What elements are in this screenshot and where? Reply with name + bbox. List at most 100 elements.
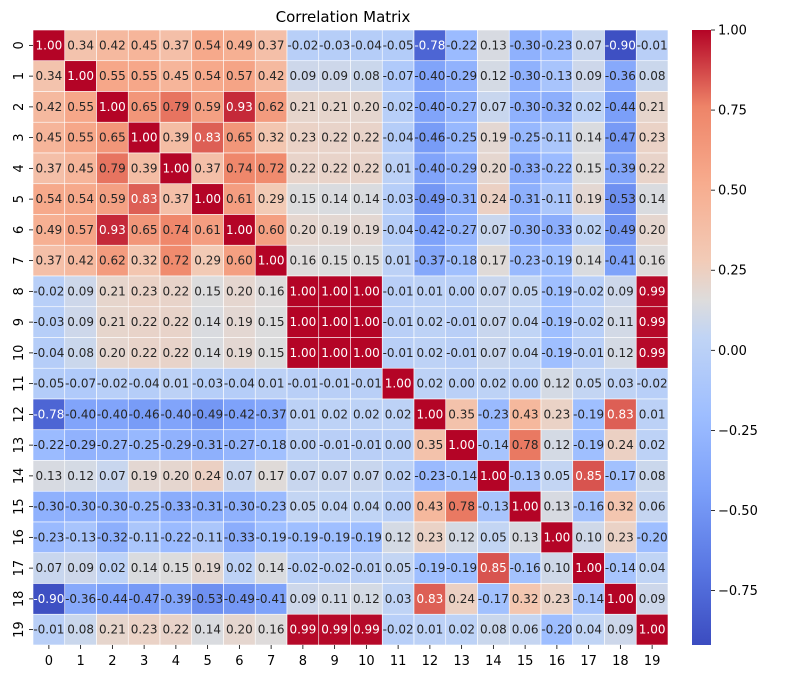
cell-value-label: 0.09 bbox=[67, 561, 94, 575]
cell-value-label: -0.29 bbox=[446, 69, 477, 83]
cell-value-label: 0.16 bbox=[258, 284, 285, 298]
heatmap-cell bbox=[635, 337, 669, 369]
cell-value-label: 0.55 bbox=[67, 131, 94, 145]
cell-value-label: 0.07 bbox=[353, 469, 380, 483]
cell-value-label: -0.27 bbox=[224, 438, 255, 452]
heatmap-cell bbox=[413, 521, 447, 554]
cell-value-label: 0.08 bbox=[67, 346, 94, 360]
cell-value-label: -0.53 bbox=[192, 592, 223, 606]
cell-value-label: 0.00 bbox=[290, 438, 317, 452]
cell-value-label: 0.65 bbox=[131, 223, 158, 237]
heatmap-cell bbox=[508, 275, 542, 308]
cell-value-label: -0.19 bbox=[541, 284, 572, 298]
heatmap-cell bbox=[96, 60, 129, 92]
cell-value-label: -0.17 bbox=[478, 592, 509, 606]
heatmap-cell bbox=[318, 29, 351, 62]
cell-value-label: 0.57 bbox=[67, 223, 94, 237]
cell-value-label: 0.74 bbox=[163, 223, 190, 237]
heatmap-cell bbox=[191, 91, 224, 123]
cell-value-label: 0.19 bbox=[321, 223, 348, 237]
heatmap-cell bbox=[635, 398, 669, 431]
heatmap-cell bbox=[635, 214, 669, 246]
cell-value-label: 0.54 bbox=[36, 192, 63, 206]
cell-value-label: 0.06 bbox=[639, 500, 666, 514]
heatmap-cell bbox=[635, 521, 669, 554]
heatmap-cell bbox=[64, 60, 97, 92]
cell-value-label: 1.00 bbox=[353, 315, 380, 329]
colorbar-ticks: 1.00 0.75 0.50 0.25 0.00 −0.25 −0.50 −0.75 bbox=[711, 24, 758, 599]
heatmap-cell bbox=[572, 460, 605, 492]
cell-value-label: -0.22 bbox=[160, 530, 191, 544]
cell-value-label: 0.05 bbox=[512, 284, 539, 298]
cell-value-label: 0.12 bbox=[544, 377, 571, 391]
cell-value-label: 0.15 bbox=[353, 254, 380, 268]
cell-value-label: -0.25 bbox=[129, 500, 160, 514]
heatmap-cell bbox=[286, 613, 320, 646]
cell-value-label: 0.01 bbox=[385, 254, 412, 268]
y-tick-label: 14 bbox=[12, 468, 27, 485]
heatmap-cell bbox=[96, 91, 129, 123]
cell-value-label: 0.15 bbox=[321, 254, 348, 268]
cell-value-label: 1.00 bbox=[353, 284, 380, 298]
chart-title: Correlation Matrix bbox=[276, 8, 411, 26]
cell-value-label: 0.07 bbox=[226, 469, 253, 483]
heatmap-cell bbox=[350, 613, 383, 646]
heatmap-cell bbox=[635, 367, 669, 400]
cell-value-label: 0.04 bbox=[512, 346, 539, 360]
heatmap-cell bbox=[223, 521, 256, 554]
cell-value-label: -0.11 bbox=[541, 131, 572, 145]
heatmap-cell bbox=[477, 613, 510, 646]
x-tick-label: 3 bbox=[140, 654, 148, 669]
heatmap-cell bbox=[223, 552, 256, 584]
heatmap-cell bbox=[223, 152, 256, 185]
cell-value-label: -0.32 bbox=[541, 100, 572, 114]
cell-value-label: -0.01 bbox=[351, 438, 382, 452]
heatmap-cell bbox=[540, 29, 574, 62]
heatmap-cell bbox=[508, 521, 542, 554]
cell-value-label: -0.02 bbox=[383, 100, 414, 114]
heatmap-cell bbox=[127, 429, 161, 461]
y-tick-label: 13 bbox=[12, 437, 27, 454]
cell-value-label: 0.24 bbox=[480, 192, 507, 206]
cell-value-label: 0.12 bbox=[544, 438, 571, 452]
cell-value-label: 0.01 bbox=[258, 377, 285, 391]
heatmap-cell bbox=[381, 121, 415, 154]
heatmap-cell bbox=[254, 275, 288, 308]
heatmap-cell bbox=[96, 275, 129, 308]
cell-value-label: -0.33 bbox=[510, 161, 541, 175]
cell-value-label: 1.00 bbox=[36, 38, 63, 52]
cell-value-label: 0.10 bbox=[575, 530, 602, 544]
cell-value-label: 0.00 bbox=[448, 284, 475, 298]
cell-value-label: -0.07 bbox=[65, 377, 96, 391]
cell-value-label: -0.17 bbox=[605, 469, 636, 483]
cell-value-label: 0.37 bbox=[163, 192, 190, 206]
heatmap-cell bbox=[32, 460, 66, 492]
cell-value-label: 0.17 bbox=[480, 254, 507, 268]
x-tick-label: 2 bbox=[108, 654, 116, 669]
cell-value-label: 0.12 bbox=[480, 69, 507, 83]
heatmap-cell bbox=[191, 244, 224, 277]
cell-value-label: 0.09 bbox=[607, 284, 634, 298]
cell-value-label: -0.25 bbox=[129, 438, 160, 452]
cell-value-label: -0.02 bbox=[97, 377, 128, 391]
heatmap-cell bbox=[223, 91, 256, 123]
heatmap-cell bbox=[508, 29, 542, 62]
heatmap-cell bbox=[159, 367, 193, 400]
cell-value-label: -0.27 bbox=[446, 223, 477, 237]
cell-value-label: 0.07 bbox=[480, 100, 507, 114]
cell-value-label: 0.34 bbox=[67, 38, 94, 52]
cell-value-label: 0.22 bbox=[163, 623, 190, 637]
y-tick-label: 11 bbox=[12, 375, 27, 392]
cell-value-label: 0.21 bbox=[99, 284, 126, 298]
heatmap-cell bbox=[159, 613, 193, 646]
heatmap-cell bbox=[508, 613, 542, 646]
cell-value-label: 0.08 bbox=[353, 69, 380, 83]
cell-value-label: 1.00 bbox=[512, 500, 539, 514]
cell-value-label: 0.72 bbox=[163, 254, 190, 268]
cell-value-label: -0.14 bbox=[605, 561, 636, 575]
heatmap-cell bbox=[64, 521, 97, 554]
cell-value-label: 1.00 bbox=[321, 346, 348, 360]
cell-value-label: -0.22 bbox=[33, 438, 64, 452]
cell-value-label: 0.00 bbox=[385, 438, 412, 452]
heatmap-cell bbox=[32, 121, 66, 154]
